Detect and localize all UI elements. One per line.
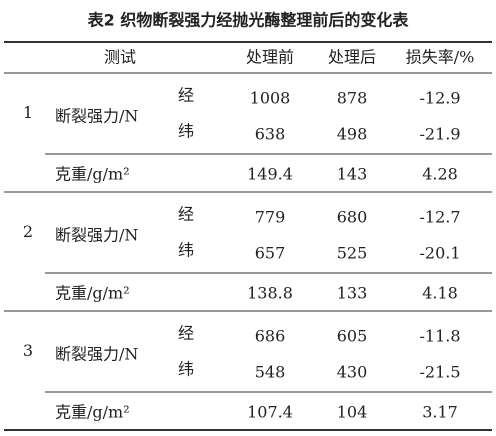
- direction: 纬: [178, 241, 194, 260]
- group-id: 1: [23, 103, 33, 122]
- direction: 经: [178, 205, 194, 224]
- header-cell: 损失率/%: [406, 48, 475, 67]
- cell: 138.8: [247, 284, 293, 303]
- header-cell: 处理前: [246, 48, 294, 67]
- cell: 548: [255, 363, 286, 382]
- cell: -21.5: [419, 363, 460, 382]
- table-title: 表2 织物断裂强力经抛光酶整理前后的变化表: [87, 11, 410, 30]
- cell: -12.9: [419, 89, 460, 108]
- group-id: 2: [23, 222, 33, 241]
- cell: -11.8: [419, 327, 460, 346]
- cell: 498: [337, 125, 368, 144]
- cell: 686: [255, 327, 286, 346]
- cell: 430: [337, 363, 368, 382]
- row-label: 克重/g/m²: [55, 165, 130, 184]
- cell: 525: [337, 244, 368, 263]
- cell: 638: [255, 125, 286, 144]
- cell: 4.18: [422, 284, 458, 303]
- cell: 104: [337, 403, 368, 422]
- direction: 纬: [178, 122, 194, 141]
- row-label: 断裂强力/N: [55, 226, 138, 245]
- cell: 1008: [250, 89, 291, 108]
- cell: -21.9: [419, 125, 460, 144]
- cell: 143: [337, 165, 368, 184]
- cell: 149.4: [247, 165, 293, 184]
- cell: 133: [337, 284, 368, 303]
- cell: 878: [337, 89, 368, 108]
- direction: 经: [178, 86, 194, 105]
- header-cell: 测试: [104, 48, 136, 67]
- cell: 657: [255, 244, 286, 263]
- cell: 605: [337, 327, 368, 346]
- group-id: 3: [23, 341, 33, 360]
- row-label: 克重/g/m²: [55, 284, 130, 303]
- direction: 经: [178, 324, 194, 343]
- cell: -20.1: [419, 244, 460, 263]
- row-label: 断裂强力/N: [55, 345, 138, 364]
- cell: 4.28: [422, 165, 458, 184]
- cell: 107.4: [247, 403, 293, 422]
- row-label: 克重/g/m²: [55, 403, 130, 422]
- cell: 779: [255, 208, 286, 227]
- cell: 680: [337, 208, 368, 227]
- row-label: 断裂强力/N: [55, 107, 138, 126]
- cell: 3.17: [422, 403, 458, 422]
- cell: -12.7: [419, 208, 460, 227]
- direction: 纬: [178, 360, 194, 379]
- header-cell: 处理后: [328, 48, 376, 67]
